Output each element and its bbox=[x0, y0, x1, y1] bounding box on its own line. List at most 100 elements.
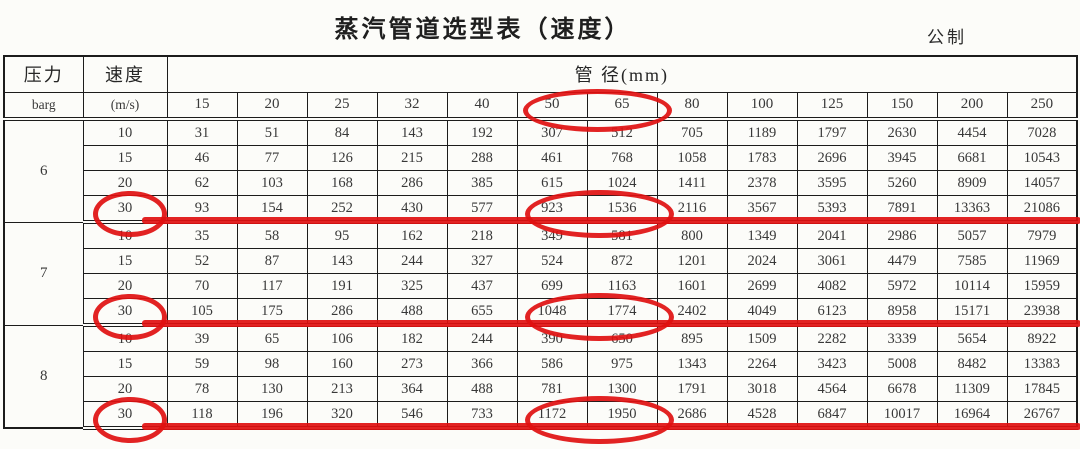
capacity-value-cell: 286 bbox=[306, 298, 378, 327]
capacity-value-cell: 46 bbox=[166, 145, 238, 171]
velocity-value-cell: 15 bbox=[82, 248, 168, 274]
capacity-value-cell: 7028 bbox=[1006, 118, 1078, 146]
capacity-value-cell: 2041 bbox=[796, 221, 868, 249]
capacity-value-cell: 4564 bbox=[796, 376, 868, 402]
capacity-value-cell: 11309 bbox=[936, 376, 1008, 402]
capacity-value-cell: 10543 bbox=[1006, 145, 1078, 171]
capacity-value-cell: 872 bbox=[586, 248, 658, 274]
capacity-value-cell: 615 bbox=[516, 170, 588, 196]
capacity-value-cell: 1411 bbox=[656, 170, 728, 196]
steam-pipe-sizing-table: 压力 速度 管 径(mm) barg (m/s) 15 20 25 32 40 50 65 8… bbox=[3, 55, 1079, 430]
capacity-value-cell: 1536 bbox=[586, 195, 658, 224]
pressure-value-cell: 8 bbox=[3, 324, 84, 429]
capacity-value-cell: 3945 bbox=[866, 145, 938, 171]
capacity-value-cell: 160 bbox=[306, 351, 378, 377]
capacity-value-cell: 5654 bbox=[936, 324, 1008, 352]
capacity-value-cell: 26767 bbox=[1006, 401, 1078, 430]
velocity-value-cell: 20 bbox=[82, 273, 168, 299]
capacity-value-cell: 23938 bbox=[1006, 298, 1078, 327]
capacity-value-cell: 1950 bbox=[586, 401, 658, 430]
capacity-value-cell: 1300 bbox=[586, 376, 658, 402]
capacity-value-cell: 2116 bbox=[656, 195, 728, 224]
diameter-header: 管 径(mm) bbox=[166, 55, 1078, 93]
pressure-header: 压力 bbox=[3, 55, 84, 93]
capacity-value-cell: 5057 bbox=[936, 221, 1008, 249]
diameter-column-header: 65 bbox=[586, 91, 658, 121]
table-row: 15 46 77 126 215 288 461 768 1058 1783 2696 3945 668… bbox=[4, 145, 1078, 171]
capacity-value-cell: 1189 bbox=[726, 118, 798, 146]
table-row: 6 10 31 51 84 143 192 307 512 705 1189 1797 2630 4454… bbox=[3, 118, 1078, 223]
capacity-value-cell: 2699 bbox=[726, 273, 798, 299]
capacity-value-cell: 213 bbox=[306, 376, 378, 402]
table-row: 20 62 103 168 286 385 615 1024 1411 2378 3595 5260 8… bbox=[4, 170, 1078, 196]
capacity-value-cell: 1601 bbox=[656, 273, 728, 299]
capacity-value-cell: 273 bbox=[376, 351, 448, 377]
pressure-value-cell: 6 bbox=[3, 118, 84, 223]
capacity-value-cell: 2696 bbox=[796, 145, 868, 171]
capacity-value-cell: 586 bbox=[516, 351, 588, 377]
capacity-value-cell: 182 bbox=[376, 324, 448, 352]
capacity-value-cell: 650 bbox=[586, 324, 658, 352]
capacity-value-cell: 524 bbox=[516, 248, 588, 274]
capacity-value-cell: 2024 bbox=[726, 248, 798, 274]
capacity-value-cell: 87 bbox=[236, 248, 308, 274]
table-row: 20 70 117 191 325 437 699 1163 1601 2699 4082 5972 1… bbox=[4, 273, 1078, 299]
capacity-value-cell: 93 bbox=[166, 195, 238, 224]
capacity-value-cell: 1774 bbox=[586, 298, 658, 327]
capacity-value-cell: 5260 bbox=[866, 170, 938, 196]
capacity-value-cell: 1343 bbox=[656, 351, 728, 377]
capacity-value-cell: 975 bbox=[586, 351, 658, 377]
pressure-unit: barg bbox=[3, 91, 84, 121]
capacity-value-cell: 3018 bbox=[726, 376, 798, 402]
capacity-value-cell: 143 bbox=[376, 118, 448, 146]
capacity-value-cell: 15959 bbox=[1006, 273, 1078, 299]
capacity-value-cell: 4454 bbox=[936, 118, 1008, 146]
diameter-column-header: 200 bbox=[936, 91, 1008, 121]
capacity-value-cell: 286 bbox=[376, 170, 448, 196]
capacity-value-cell: 2264 bbox=[726, 351, 798, 377]
capacity-value-cell: 162 bbox=[376, 221, 448, 249]
capacity-value-cell: 385 bbox=[446, 170, 518, 196]
capacity-value-cell: 252 bbox=[306, 195, 378, 224]
capacity-value-cell: 117 bbox=[236, 273, 308, 299]
diameter-column-header: 40 bbox=[446, 91, 518, 121]
capacity-value-cell: 13363 bbox=[936, 195, 1008, 224]
diameter-column-header: 100 bbox=[726, 91, 798, 121]
capacity-value-cell: 895 bbox=[656, 324, 728, 352]
capacity-value-cell: 3595 bbox=[796, 170, 868, 196]
diameter-column-header: 32 bbox=[376, 91, 448, 121]
capacity-value-cell: 13383 bbox=[1006, 351, 1078, 377]
capacity-value-cell: 3061 bbox=[796, 248, 868, 274]
capacity-value-cell: 10114 bbox=[936, 273, 1008, 299]
capacity-value-cell: 2402 bbox=[656, 298, 728, 327]
capacity-value-cell: 8922 bbox=[1006, 324, 1078, 352]
capacity-value-cell: 3567 bbox=[726, 195, 798, 224]
capacity-value-cell: 1791 bbox=[656, 376, 728, 402]
capacity-value-cell: 105 bbox=[166, 298, 238, 327]
capacity-value-cell: 366 bbox=[446, 351, 518, 377]
capacity-value-cell: 77 bbox=[236, 145, 308, 171]
capacity-value-cell: 10017 bbox=[866, 401, 938, 430]
capacity-value-cell: 4479 bbox=[866, 248, 938, 274]
capacity-value-cell: 1797 bbox=[796, 118, 868, 146]
capacity-value-cell: 244 bbox=[446, 324, 518, 352]
velocity-value-cell: 15 bbox=[82, 145, 168, 171]
capacity-value-cell: 1172 bbox=[516, 401, 588, 430]
velocity-value-cell: 30 bbox=[82, 401, 168, 430]
table-row: 7 10 35 58 95 162 218 349 581 800 1349 2041 2986 5057… bbox=[3, 221, 1078, 326]
capacity-value-cell: 175 bbox=[236, 298, 308, 327]
capacity-value-cell: 2282 bbox=[796, 324, 868, 352]
capacity-value-cell: 191 bbox=[306, 273, 378, 299]
capacity-value-cell: 430 bbox=[376, 195, 448, 224]
capacity-value-cell: 2986 bbox=[866, 221, 938, 249]
velocity-unit: (m/s) bbox=[82, 91, 168, 121]
velocity-value-cell: 30 bbox=[82, 298, 168, 327]
capacity-value-cell: 437 bbox=[446, 273, 518, 299]
capacity-value-cell: 1783 bbox=[726, 145, 798, 171]
page-title: 蒸汽管道选型表（速度） bbox=[334, 17, 632, 43]
capacity-value-cell: 15171 bbox=[936, 298, 1008, 327]
capacity-value-cell: 6123 bbox=[796, 298, 868, 327]
table-row: 30 118 196 320 546 733 1172 1950 2686 4528 6847 100… bbox=[4, 401, 1078, 430]
capacity-value-cell: 288 bbox=[446, 145, 518, 171]
header-row-units-and-sizes: barg (m/s) 15 20 25 32 40 50 65 80 100 125 150 200 2… bbox=[3, 91, 1078, 121]
